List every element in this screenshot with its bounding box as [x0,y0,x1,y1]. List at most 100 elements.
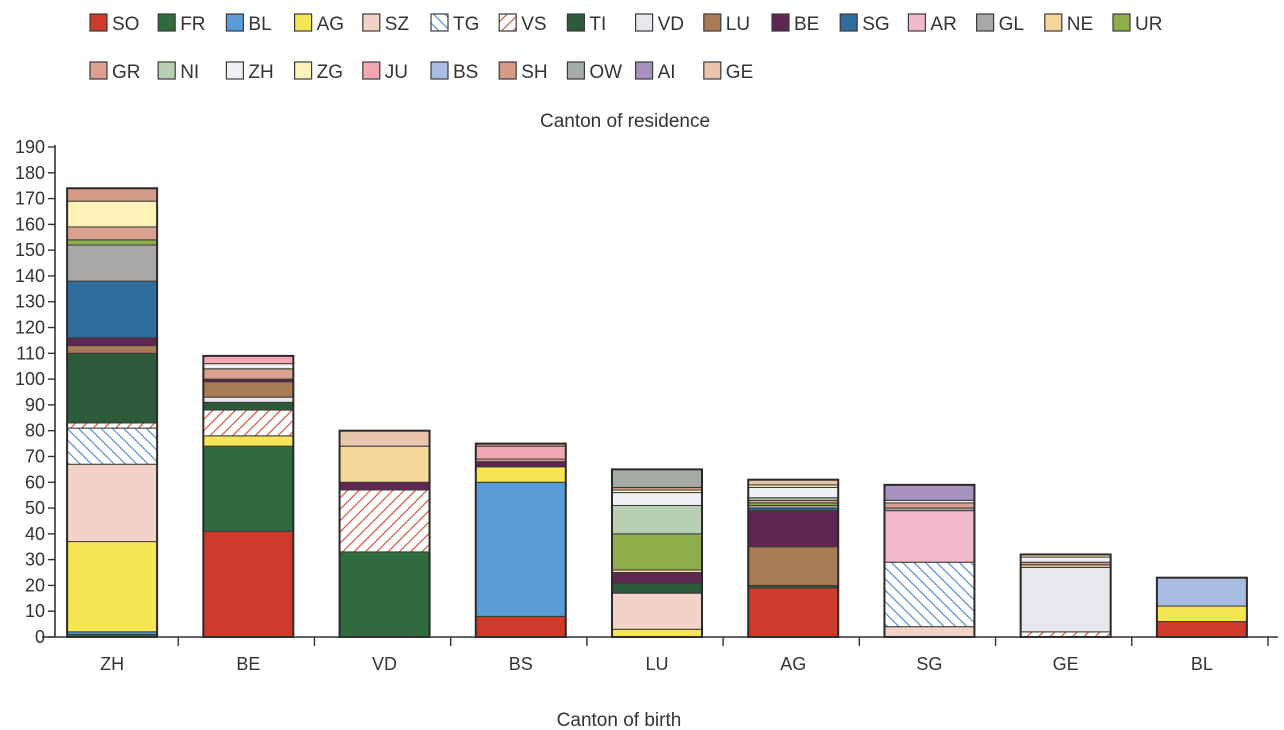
bar-segment-zh-ti [66,352,158,424]
legend-item-vd: VD [634,13,684,35]
legend-item-vs: VS [498,13,547,35]
legend-swatch [294,13,313,32]
bar-segment-be-vd [202,396,294,403]
legend-item-lu: LU [703,13,750,35]
bar-segment-lu-zh [611,492,703,506]
bar-segment-bl-so [1156,621,1248,638]
legend-item-ow: OW [566,61,622,83]
legend-swatch [225,13,244,32]
bar-segment-zh-sh [66,187,158,202]
y-tick-label: 20 [25,575,45,595]
x-tick-label: ZH [100,654,124,674]
bar-segment-vd-ge [339,430,431,447]
legend-swatch [566,61,586,80]
legend-item-fr: FR [157,13,206,35]
bar-segment-zh-ag [66,541,158,633]
legend-label: GL [999,14,1024,35]
bar-segment-zh-zg [66,200,158,228]
bar-segment-vd-be [339,481,431,491]
x-axis-title: Canton of birth [557,710,682,730]
legend-title: Canton of residence [540,111,710,132]
legend-swatch [89,61,108,80]
bar-segment-lu-ur [611,533,703,571]
bar-segment-zh-sz [66,463,158,543]
legend-label: NE [1067,14,1093,35]
bar-segment-be-fr [202,445,294,532]
legend-swatch [294,61,313,80]
legend-item-gl: GL [975,13,1024,35]
legend-swatch [634,13,654,32]
legend-label: BE [794,14,819,35]
bar-segment-bs-be [475,461,567,468]
y-tick-label: 160 [15,214,45,234]
bar-segment-ge-zh [1020,556,1112,563]
y-tick-label: 120 [15,318,45,338]
legend-swatch [498,13,517,32]
bar-segment-vd-vs [339,489,431,553]
legend-label: JU [385,62,408,83]
bar-segment-ag-so [747,587,839,638]
legend-swatch [703,61,722,80]
bar-segment-bl-ag [1156,605,1248,623]
legend-label: SG [862,14,889,35]
legend-label: VS [521,14,546,35]
bar-segment-be-ti [202,401,294,411]
bar-segment-be-lu [202,381,294,398]
legend-item-bl: BL [225,13,272,35]
bar-segment-bs-bl [475,481,567,617]
legend-label: AR [930,14,956,35]
legend-label: OW [589,62,622,83]
legend-swatch [634,61,654,80]
y-tick-label: 60 [25,472,45,492]
legend-label: VD [658,14,684,35]
legend-label: LU [726,14,750,35]
legend-label: BS [453,62,478,83]
legend-label: AI [658,62,676,83]
y-tick-label: 40 [25,524,45,544]
y-tick-label: 30 [25,550,45,570]
x-tick-label: AG [780,654,806,674]
bar-segment-vd-fr [339,551,431,638]
y-axis: 0 10 20 30 40 50 60 70 80 90 100 110 120 130 140 150 160… [15,137,56,647]
bar-segment-sg-gr [883,502,975,509]
legend-swatch [703,13,722,32]
bar-stack-bs [474,442,567,638]
x-tick-label: BS [509,654,533,674]
legend-item-ge: GE [703,61,753,83]
legend-label: BL [248,14,271,35]
bars [66,187,1248,639]
x-tick-label: SG [916,654,942,674]
y-tick-label: 0 [35,627,45,647]
y-tick-label: 100 [15,369,45,389]
bar-segment-be-gr [202,368,294,380]
legend-label: SZ [385,14,410,35]
x-tick-label: GE [1053,654,1079,674]
y-tick-label: 140 [15,266,45,286]
legend-swatch [89,13,108,32]
bar-stack-bl [1155,576,1248,638]
legend-label: ZH [248,62,273,83]
legend-item-ne: NE [1044,13,1093,35]
legend: SO FR BL AG SZ TG VS TI VD LU BE SG AR GL NE UR GR NI ZH ZG… [89,13,1162,83]
legend-swatch [157,61,176,80]
legend-swatch [975,13,995,32]
legend-item-ag: AG [294,13,344,35]
y-tick-label: 50 [25,498,45,518]
legend-item-ar: AR [907,13,957,35]
y-tick-label: 110 [16,343,45,363]
bar-segment-lu-be [611,572,703,584]
bar-segment-be-vs [202,409,294,437]
legend-swatch [1044,13,1063,32]
x-axis: ZH BE VD BS LU AG SG GE BL [42,636,1278,674]
legend-label: ZG [317,62,343,83]
bar-segment-zh-sg [66,280,158,339]
bar-segment-bs-so [475,615,567,638]
bar-segment-sg-ar [883,510,975,563]
bar-stack-sg [883,483,976,638]
legend-label: TI [589,14,606,35]
legend-item-gr: GR [89,61,141,83]
legend-swatch [1112,13,1131,32]
bar-segment-zh-lu [66,345,158,354]
bar-segment-zh-gl [66,244,158,282]
legend-item-ai: AI [634,61,676,83]
